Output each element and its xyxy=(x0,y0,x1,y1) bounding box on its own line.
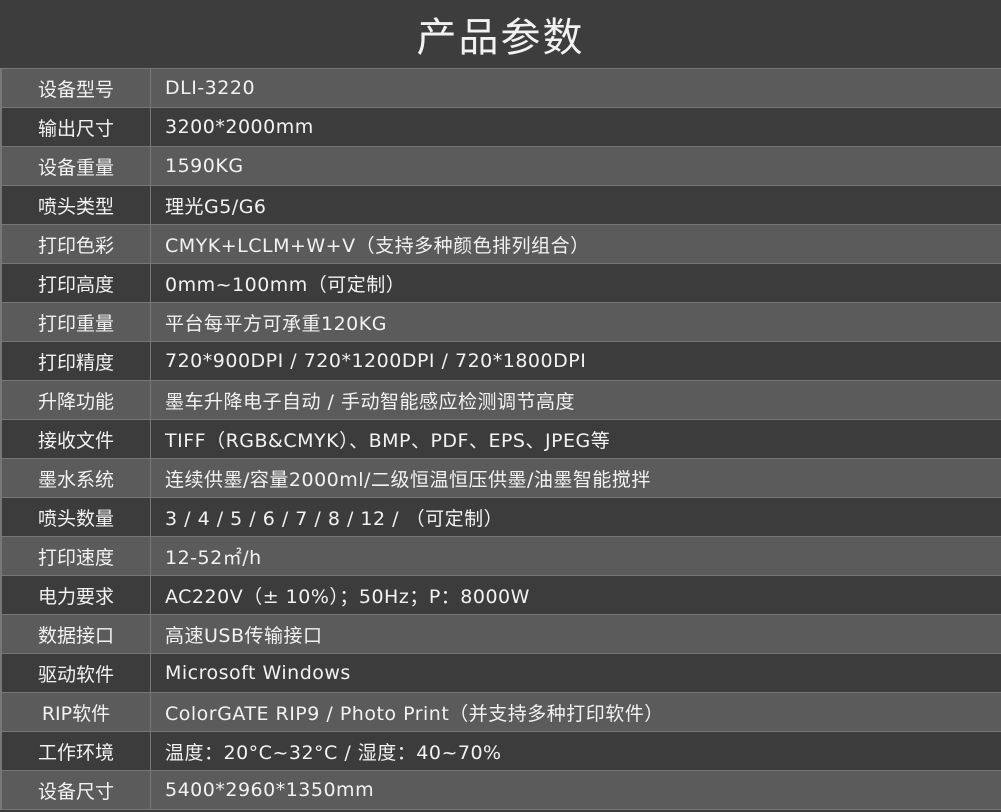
spec-label: 设备重量 xyxy=(2,147,151,185)
spec-label: 升降功能 xyxy=(2,381,151,419)
table-row: 打印色彩 CMYK+LCLM+W+V（支持多种颜色排列组合） xyxy=(0,225,1001,264)
spec-label: 工作环境 xyxy=(2,732,151,770)
spec-value: 0mm~100mm（可定制） xyxy=(165,273,406,296)
spec-label: 打印速度 xyxy=(2,537,151,575)
page-title: 产品参数 xyxy=(0,0,1001,69)
spec-value: 12-52㎡/h xyxy=(165,546,262,569)
spec-value: DLI-3220 xyxy=(165,77,256,99)
spec-label: 电力要求 xyxy=(2,576,151,614)
table-row: 打印重量 平台每平方可承重120KG xyxy=(0,303,1001,342)
spec-label: 设备尺寸 xyxy=(2,771,151,809)
table-row: 驱动软件 Microsoft Windows xyxy=(0,654,1001,693)
spec-value: 墨车升降电子自动 / 手动智能感应检测调节高度 xyxy=(165,390,575,413)
spec-value: 温度：20°C~32°C / 湿度：40~70% xyxy=(165,741,502,764)
spec-label: 驱动软件 xyxy=(2,654,151,692)
spec-label: 数据接口 xyxy=(2,615,151,653)
spec-table: 设备型号 DLI-3220 输出尺寸 3200*2000mm 设备重量 1590KG 喷头类… xyxy=(0,69,1001,810)
table-row: 打印精度 720*900DPI / 720*1200DPI / 720*1800D… xyxy=(0,342,1001,381)
spec-label: 打印高度 xyxy=(2,264,151,302)
spec-label: 输出尺寸 xyxy=(2,108,151,146)
spec-value: 720*900DPI / 720*1200DPI / 720*1800DPI xyxy=(165,350,587,372)
table-row: 输出尺寸 3200*2000mm xyxy=(0,108,1001,147)
table-row: 设备型号 DLI-3220 xyxy=(0,69,1001,108)
spec-label: 喷头类型 xyxy=(2,186,151,224)
table-row: RIP软件 ColorGATE RIP9 / Photo Print（并支持多种打… xyxy=(0,693,1001,732)
spec-label: 喷头数量 xyxy=(2,498,151,536)
spec-value: 3200*2000mm xyxy=(165,116,314,138)
spec-value: 理光G5/G6 xyxy=(165,195,267,218)
spec-label: RIP软件 xyxy=(2,693,151,731)
spec-value: 连续供墨/容量2000ml/二级恒温恒压供墨/油墨智能搅拌 xyxy=(165,468,651,491)
spec-label: 接收文件 xyxy=(2,420,151,458)
spec-label: 打印精度 xyxy=(2,342,151,380)
spec-value: 平台每平方可承重120KG xyxy=(165,312,387,335)
table-row: 喷头类型 理光G5/G6 xyxy=(0,186,1001,225)
table-row: 接收文件 TIFF（RGB&CMYK）、BMP、PDF、EPS、JPEG等 xyxy=(0,420,1001,459)
spec-value: TIFF（RGB&CMYK）、BMP、PDF、EPS、JPEG等 xyxy=(165,429,611,452)
spec-label: 打印色彩 xyxy=(2,225,151,263)
table-row: 电力要求 AC220V（± 10%）；50Hz；P：8000W xyxy=(0,576,1001,615)
spec-value: AC220V（± 10%）；50Hz；P：8000W xyxy=(165,585,530,608)
spec-value: 1590KG xyxy=(165,155,244,177)
table-row: 数据接口 高速USB传输接口 xyxy=(0,615,1001,654)
spec-value: 5400*2960*1350mm xyxy=(165,779,375,801)
spec-label: 墨水系统 xyxy=(2,459,151,497)
spec-value: 高速USB传输接口 xyxy=(165,624,323,647)
table-row: 工作环境 温度：20°C~32°C / 湿度：40~70% xyxy=(0,732,1001,771)
spec-value: ColorGATE RIP9 / Photo Print（并支持多种打印软件） xyxy=(165,702,664,725)
spec-label: 设备型号 xyxy=(2,69,151,107)
table-row: 打印高度 0mm~100mm（可定制） xyxy=(0,264,1001,303)
table-row: 设备尺寸 5400*2960*1350mm xyxy=(0,771,1001,810)
table-row: 墨水系统 连续供墨/容量2000ml/二级恒温恒压供墨/油墨智能搅拌 xyxy=(0,459,1001,498)
spec-value: CMYK+LCLM+W+V（支持多种颜色排列组合） xyxy=(165,234,590,257)
table-row: 设备重量 1590KG xyxy=(0,147,1001,186)
spec-label: 打印重量 xyxy=(2,303,151,341)
spec-value: 3 / 4 / 5 / 6 / 7 / 8 / 12 / （可定制） xyxy=(165,507,504,530)
table-row: 打印速度 12-52㎡/h xyxy=(0,537,1001,576)
spec-value: Microsoft Windows xyxy=(165,662,351,684)
table-row: 升降功能 墨车升降电子自动 / 手动智能感应检测调节高度 xyxy=(0,381,1001,420)
table-row: 喷头数量 3 / 4 / 5 / 6 / 7 / 8 / 12 / （可定制） xyxy=(0,498,1001,537)
